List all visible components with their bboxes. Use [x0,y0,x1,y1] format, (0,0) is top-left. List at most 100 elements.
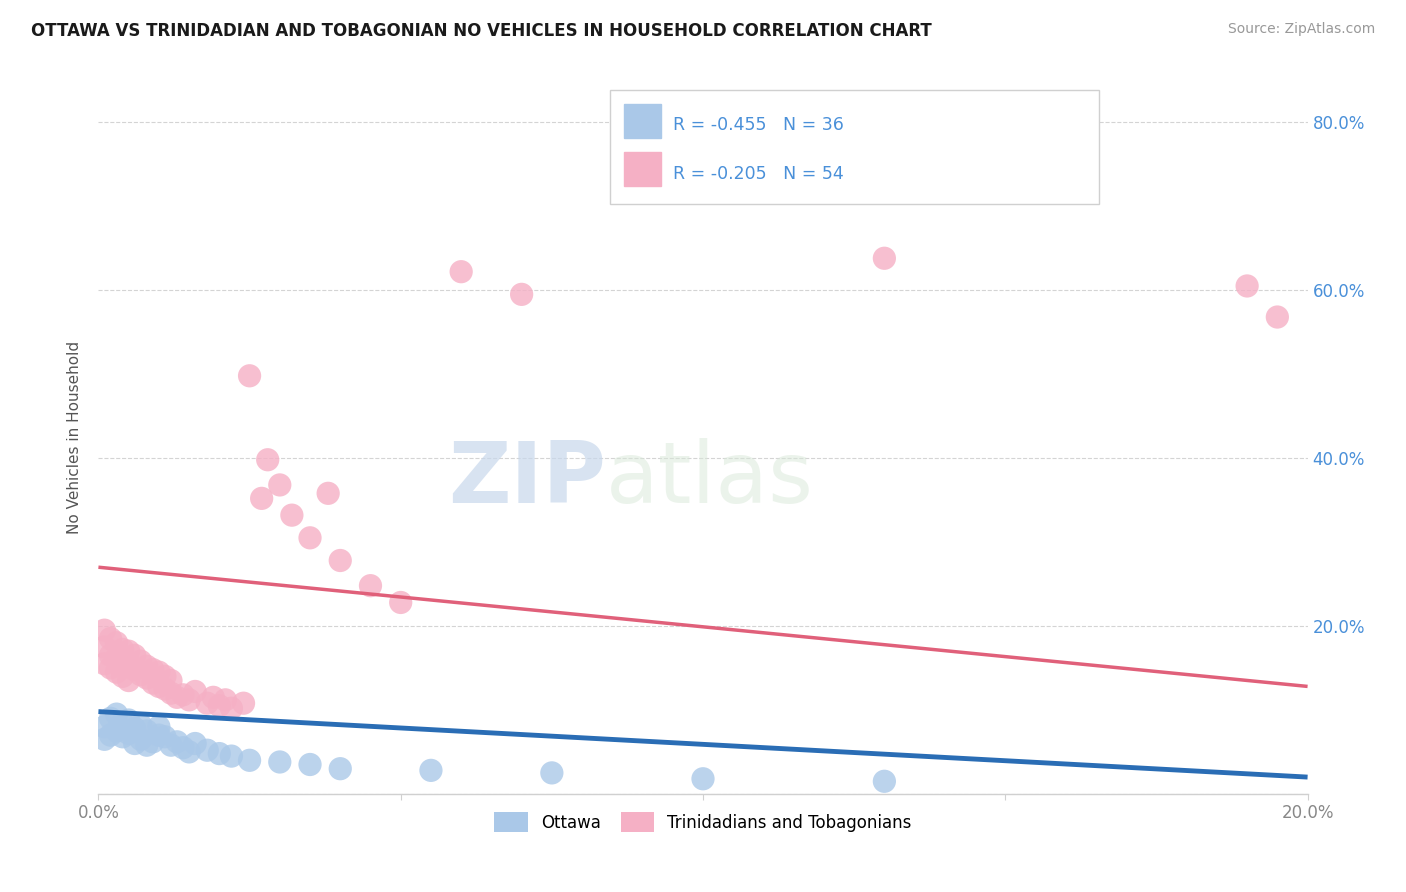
Point [93,640,115,654]
Point [124,722,146,736]
Point [135,723,157,738]
Point [510,287,533,301]
Point [111,715,134,730]
Point [93,657,115,671]
Bar [624,153,661,186]
Point [105,723,128,738]
Text: R = -0.455   N = 36: R = -0.455 N = 36 [672,116,844,135]
Point [166,690,188,705]
Text: OTTAWA VS TRINIDADIAN AND TOBAGONIAN NO VEHICLES IN HOUSEHOLD CORRELATION CHART: OTTAWA VS TRINIDADIAN AND TOBAGONIAN NO … [31,22,932,40]
Point [172,688,194,702]
Point [184,737,207,751]
Point [129,718,152,732]
Point [111,730,134,744]
Point [124,737,146,751]
Point [118,673,141,688]
Point [873,252,896,266]
Point [329,553,352,567]
Point [148,728,170,742]
Point [93,623,115,637]
Point [135,671,157,685]
Point [316,486,339,500]
Y-axis label: No Vehicles in Household: No Vehicles in Household [67,341,83,533]
Point [256,452,278,467]
Point [1267,310,1289,324]
Point [105,636,128,650]
Text: atlas: atlas [606,438,814,522]
Point [239,753,262,767]
Point [184,684,207,698]
Point [118,657,141,671]
Point [111,642,134,657]
Point [540,765,562,780]
Point [148,680,170,694]
Point [179,745,201,759]
Point [153,681,176,696]
Point [299,531,322,545]
Point [172,740,194,755]
Point [232,696,254,710]
Point [269,755,291,769]
Point [100,648,122,663]
Text: R = -0.205   N = 54: R = -0.205 N = 54 [672,165,844,183]
Point [281,508,304,523]
Point [129,654,152,668]
Point [179,693,201,707]
Point [105,665,128,680]
Point [124,648,146,663]
Point [148,665,170,680]
Point [160,738,183,752]
Text: Source: ZipAtlas.com: Source: ZipAtlas.com [1227,22,1375,37]
Point [105,707,128,722]
Point [100,711,122,725]
Point [135,738,157,752]
Point [118,713,141,727]
Point [148,720,170,734]
Point [166,735,188,749]
Bar [624,103,661,138]
Point [239,368,262,383]
Point [93,732,115,747]
Point [450,265,472,279]
Point [105,651,128,665]
Point [153,669,176,683]
Point [142,663,165,677]
Point [118,726,141,740]
Point [111,669,134,683]
Point [129,732,152,747]
Point [221,749,243,764]
Point [100,728,122,742]
Point [250,491,273,506]
Point [221,701,243,715]
Point [329,762,352,776]
FancyBboxPatch shape [610,89,1099,203]
Point [129,667,152,681]
Point [135,659,157,673]
Point [153,730,176,744]
Point [124,663,146,677]
Point [299,757,322,772]
Point [360,579,382,593]
Text: ZIP: ZIP [449,438,606,522]
Point [100,661,122,675]
Point [195,743,218,757]
Point [389,595,412,609]
Point [873,774,896,789]
Point [118,644,141,658]
Point [160,686,183,700]
Point [142,735,165,749]
Point [208,698,231,713]
Point [1236,279,1258,293]
Point [111,654,134,668]
Point [420,764,443,778]
Point [692,772,714,786]
Legend: Ottawa, Trinidadians and Tobagonians: Ottawa, Trinidadians and Tobagonians [488,805,918,839]
Point [100,632,122,646]
Point [269,478,291,492]
Point [160,673,183,688]
Point [208,747,231,761]
Point [214,693,236,707]
Point [93,720,115,734]
Point [202,690,225,705]
Point [142,676,165,690]
